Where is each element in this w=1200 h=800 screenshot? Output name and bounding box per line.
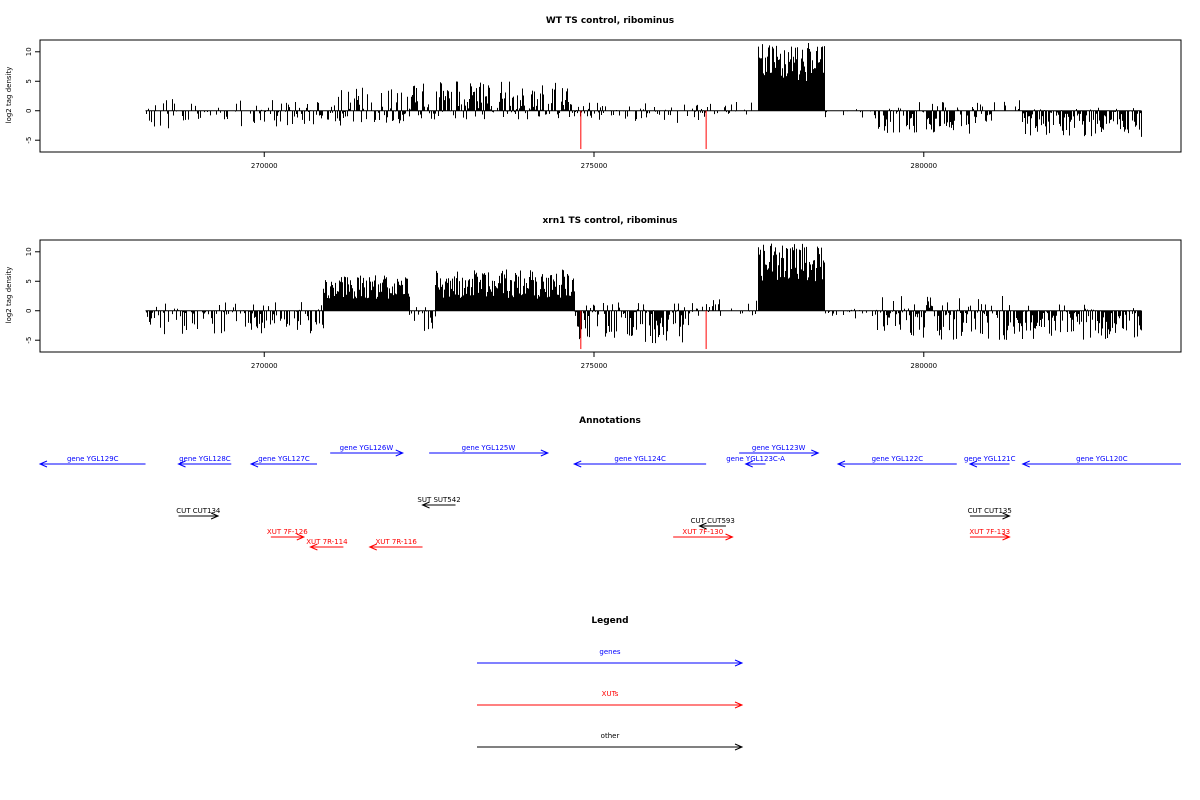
annotation-feature: gene YGL129C [38,455,146,468]
x-tick-label: 270000 [251,362,278,370]
wt-panel-title: WT TS control, ribominus [546,16,674,26]
feature-label: XUT 7F-130 [682,528,723,536]
annotations-track: Annotations gene YGL129C gene YGL128C gene… [38,416,1181,551]
x-tick-label: 280000 [910,362,937,370]
annotation-feature: SUT SUT542 [417,496,461,509]
feature-label: gene YGL125W [462,444,516,452]
y-tick-label: -5 [25,337,33,344]
annotation-feature: CUT CUT135 [968,507,1012,520]
annotation-feature: gene YGL122C [836,455,957,468]
legend-title: Legend [591,616,628,626]
plot-frame [39,239,1182,353]
arrow-head-icon [734,701,744,709]
annotation-feature: XUT 7F-133 [969,528,1011,541]
density-bars [146,243,1142,344]
arrow-head-icon [1002,533,1011,541]
annotation-feature: XUT 7R-116 [368,538,423,551]
xrn1-y-axis-label: log2 tag density [5,267,13,324]
arrow-head-icon [38,460,48,468]
wt-y-axis-label: log2 tag density [5,67,13,124]
arrow-head-icon [249,460,259,468]
arrow-head-icon [309,543,318,551]
arrow-head-icon [968,460,978,468]
feature-label: gene YGL120C [1076,455,1128,463]
arrow-head-icon [725,533,734,541]
arrow-head-icon [368,543,377,551]
arrow-head-icon [811,449,820,457]
feature-label: XUT 7F-126 [267,528,308,536]
feature-label: gene YGL121C [964,455,1016,463]
legend-label: other [601,732,620,740]
feature-label: CUT CUT134 [176,507,221,515]
arrow-head-icon [421,501,430,509]
annotation-feature: gene YGL127C [249,455,318,468]
arrow-head-icon [540,449,550,457]
feature-label: XUT 7R-114 [306,538,348,546]
annotation-feature: gene YGL121C [964,455,1016,468]
feature-label: XUT 7F-133 [969,528,1010,536]
annotation-feature: gene YGL123C-A [726,455,785,468]
arrow-head-icon [210,512,220,520]
annotation-feature: XUT 7F-130 [673,528,734,541]
arrow-head-icon [734,659,744,667]
wt-coverage-panel: WT TS control, ribominus log2 tag densit… [5,16,1182,170]
feature-label: gene YGL122C [872,455,924,463]
x-tick-label: 275000 [581,362,608,370]
y-tick-label: 0 [25,109,33,113]
feature-label: gene YGL124C [614,455,666,463]
y-tick-label: -5 [25,137,33,144]
arrow-head-icon [1021,460,1030,468]
feature-label: gene YGL127C [258,455,310,463]
annotation-feature: CUT CUT593 [691,517,735,530]
legend-label: genes [599,648,620,656]
arrow-head-icon [744,460,753,468]
x-tick-label: 275000 [581,162,608,170]
arrow-head-icon [296,533,306,541]
arrow-head-icon [572,460,582,468]
feature-label: CUT CUT135 [968,507,1012,515]
density-bars [146,42,1142,137]
annotation-feature: gene YGL128C [177,455,232,468]
legend-item: genes [477,648,744,667]
arrow-head-icon [395,449,405,457]
y-tick-label: 0 [25,309,33,313]
feature-label: gene YGL126W [340,444,394,452]
xrn1-coverage-panel: xrn1 TS control, ribominus log2 tag dens… [5,216,1182,370]
legend-label: XUTs [602,690,619,698]
x-tick-label: 270000 [251,162,278,170]
annotation-feature: XUT 7F-126 [267,528,308,541]
x-tick-label: 280000 [910,162,937,170]
annotation-feature: gene YGL126W [330,444,405,457]
y-tick-label: 10 [25,47,33,56]
arrow-head-icon [836,460,846,468]
annotation-feature: gene YGL124C [572,455,707,468]
annotation-feature: gene YGL125W [429,444,550,457]
annotation-feature: gene YGL123W [739,444,820,457]
feature-label: gene YGL123W [752,444,806,452]
plot-frame [39,39,1182,153]
arrow-head-icon [734,743,744,751]
feature-label: gene YGL128C [179,455,231,463]
legend: Legend genes XUTs other [477,616,744,751]
y-tick-label: 5 [25,79,33,83]
y-tick-label: 5 [25,279,33,283]
annotation-feature: gene YGL120C [1021,455,1181,468]
xrn1-panel-title: xrn1 TS control, ribominus [542,216,677,226]
feature-label: gene YGL123C-A [726,455,785,463]
feature-label: XUT 7R-116 [375,538,417,546]
arrow-head-icon [1002,512,1011,520]
feature-label: CUT CUT593 [691,517,735,525]
annotation-feature: XUT 7R-114 [306,538,348,551]
arrow-head-icon [698,522,707,530]
feature-label: SUT SUT542 [417,496,460,504]
y-tick-label: 10 [25,247,33,256]
legend-item: XUTs [477,690,744,709]
legend-item: other [477,732,744,751]
annotations-title: Annotations [579,416,641,426]
annotation-feature: CUT CUT134 [176,507,221,520]
feature-label: gene YGL129C [67,455,119,463]
arrow-head-icon [177,460,186,468]
